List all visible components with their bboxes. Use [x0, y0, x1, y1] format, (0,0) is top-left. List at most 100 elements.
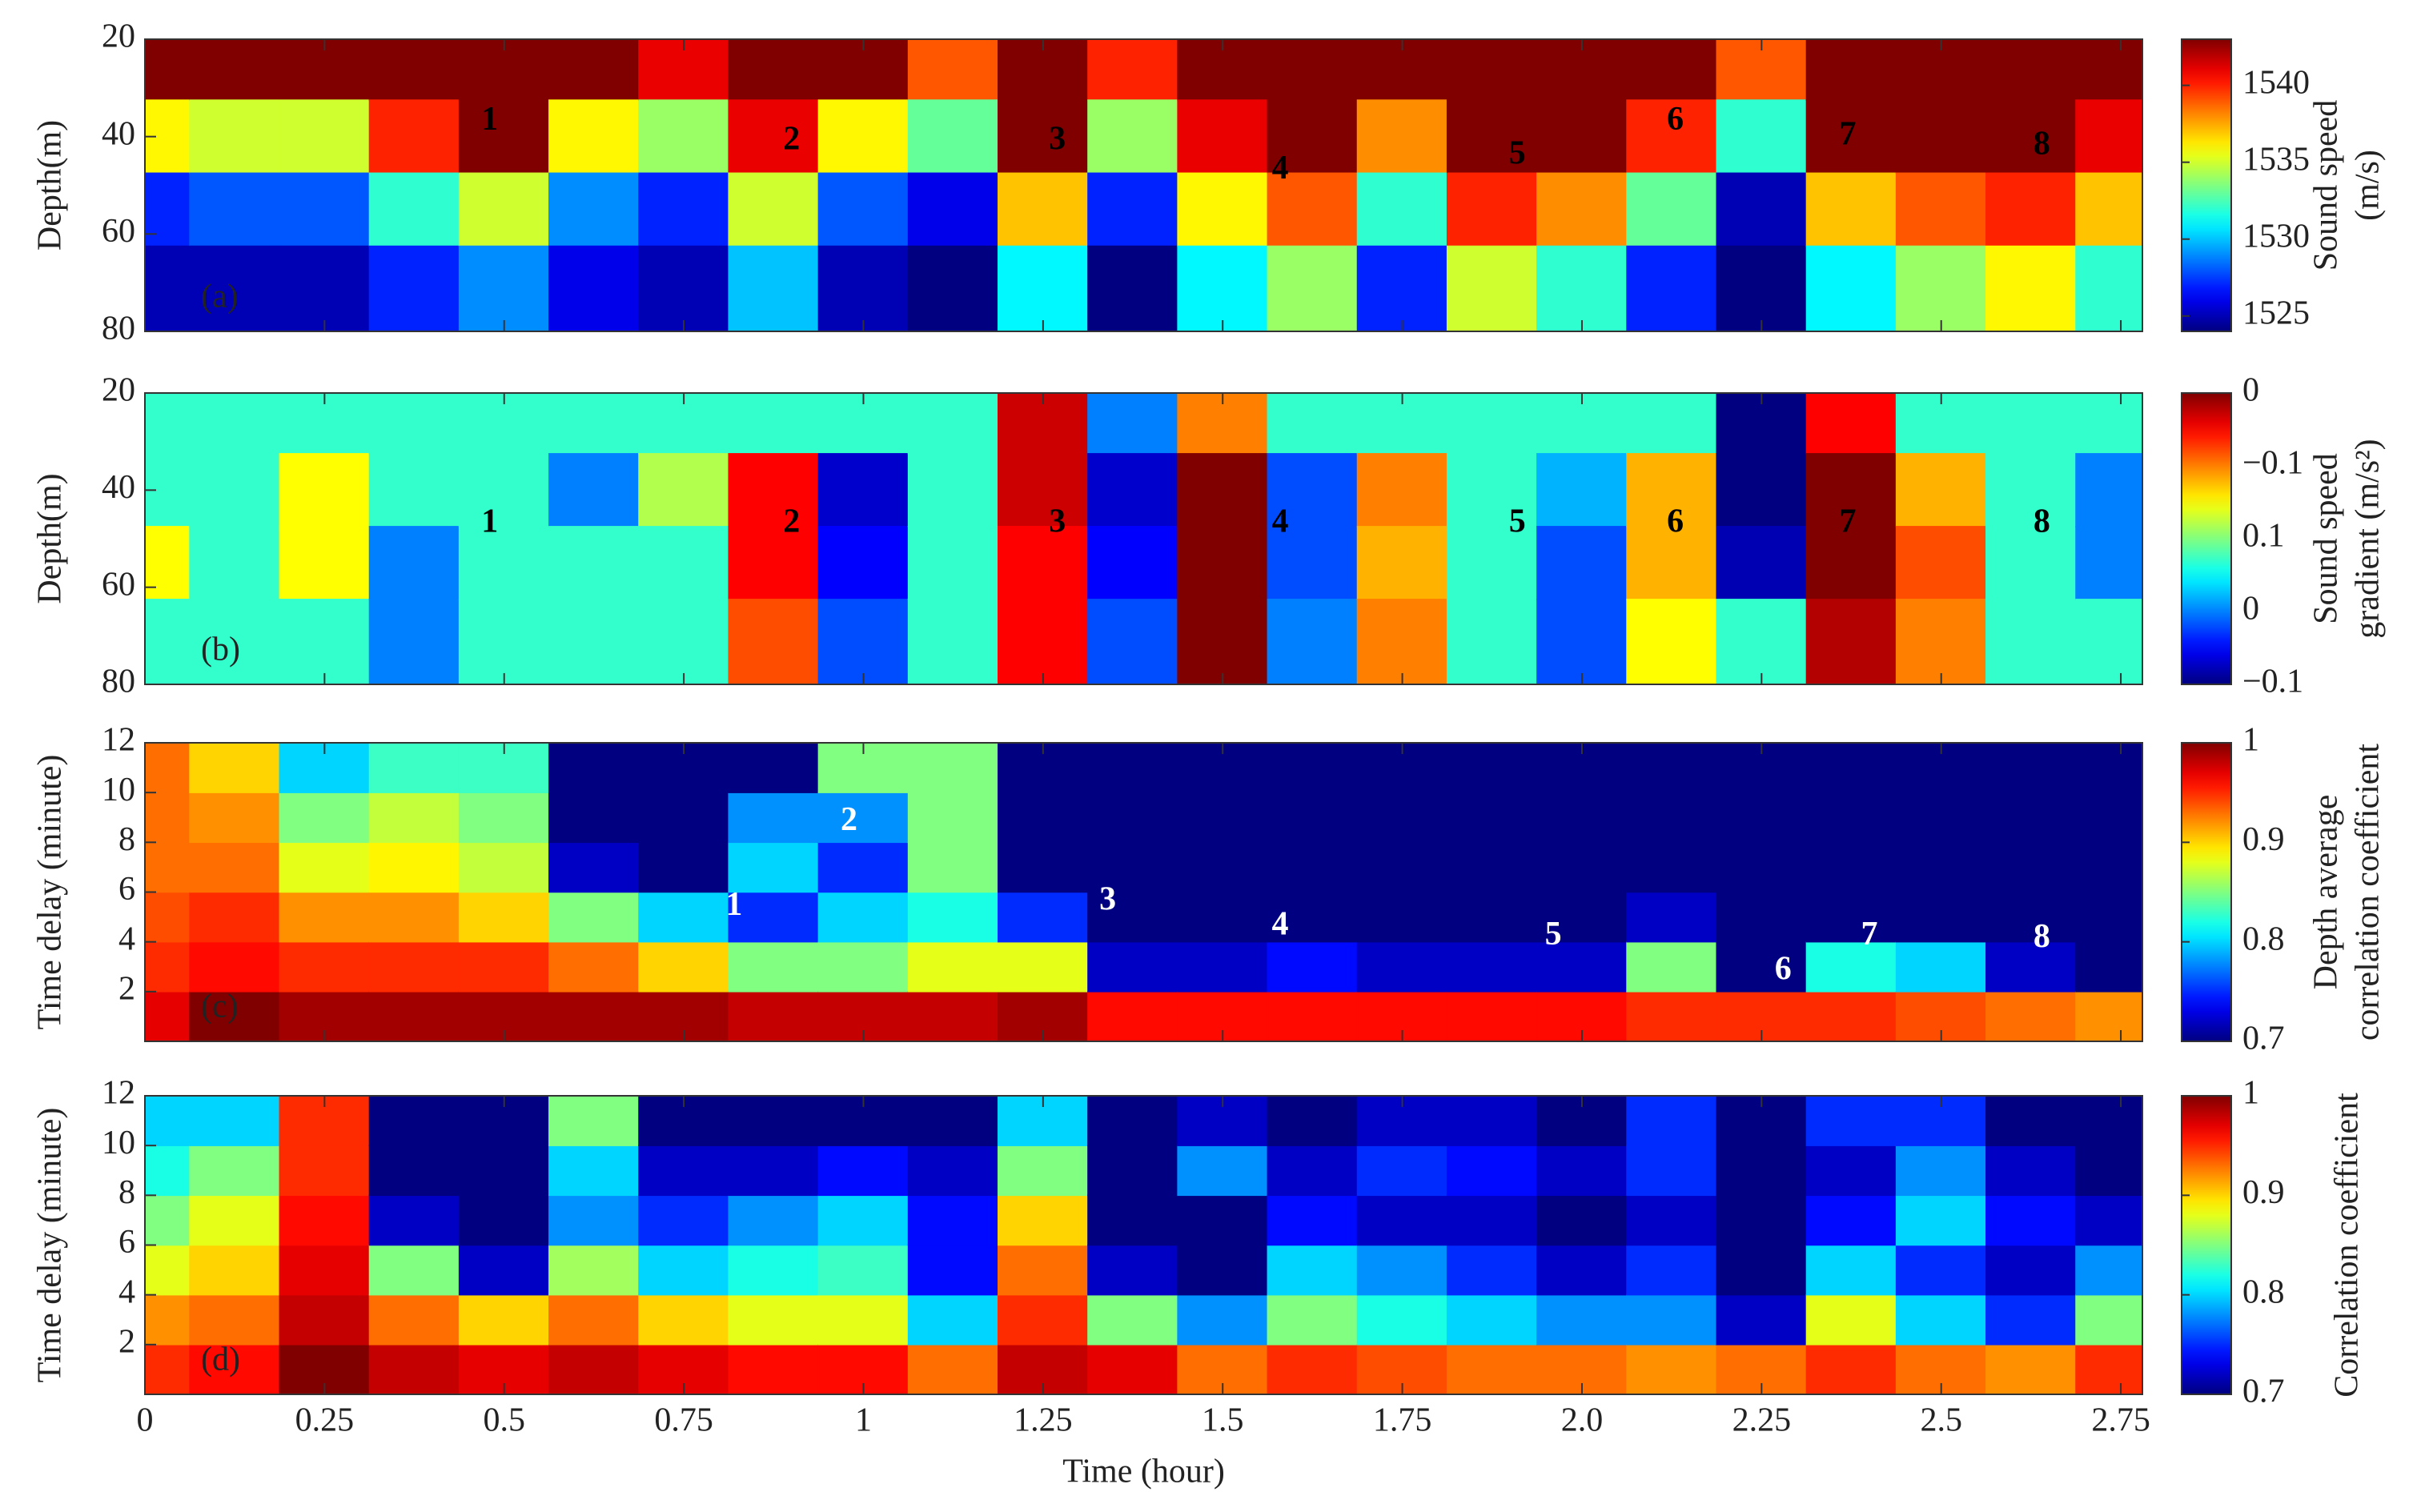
colorbar-label: gradient (m/s²): [2350, 439, 2387, 638]
annotation: 4: [1272, 150, 1289, 186]
annotation: 1: [481, 101, 498, 138]
contour-cell: [1985, 1344, 2077, 1395]
contour-cell: [1536, 172, 1628, 247]
contour-cell: [728, 991, 820, 1042]
contour-cell: [1626, 99, 1717, 174]
contour-cell: [728, 1194, 820, 1246]
contour-cell: [548, 991, 640, 1042]
colorbar: [2181, 1095, 2232, 1395]
contour-cell: [1446, 1095, 1538, 1146]
x-tick-label: 1: [855, 1402, 872, 1439]
annotation: 5: [1509, 503, 1526, 539]
x-tick-label: 1.25: [1014, 1402, 1073, 1439]
contour-cell: [144, 1095, 191, 1146]
contour-cell: [817, 599, 909, 685]
contour-cell: [2075, 526, 2143, 600]
contour-cell: [279, 891, 371, 943]
contour-cell: [548, 392, 640, 455]
contour-cell: [279, 792, 371, 844]
contour-cell: [1895, 172, 1987, 247]
colorbar-tick-label: −0.1: [2242, 664, 2303, 700]
contour-cell: [1446, 38, 1538, 101]
contour-cell: [1716, 526, 1808, 600]
contour-cell: [458, 891, 550, 943]
contour-cell: [368, 453, 460, 527]
contour-cell: [368, 599, 460, 685]
contour-cell: [368, 526, 460, 600]
colorbar: [2181, 392, 2232, 685]
annotation: 7: [1840, 115, 1857, 152]
contour-cell: [189, 792, 281, 844]
contour-cell: [728, 1095, 820, 1146]
contour-cell: [907, 1145, 999, 1197]
y-axis-label: Time delay (minute): [32, 1108, 69, 1383]
contour-cell: [2075, 38, 2143, 101]
contour-cell: [1356, 1194, 1448, 1246]
contour-cell: [1446, 172, 1538, 247]
panel-label: (c): [201, 989, 239, 1025]
contour-cell: [1626, 742, 1717, 793]
colorbar-tick-label: 1530: [2242, 218, 2310, 255]
y-tick-label: 6: [118, 871, 135, 908]
contour-cell: [1267, 1344, 1359, 1395]
contour-cell: [1985, 172, 2077, 247]
contour-cell: [1356, 172, 1448, 247]
colorbar-label: correlation coefficient: [2350, 744, 2387, 1041]
contour-cell: [2075, 392, 2143, 455]
annotation: 3: [1049, 120, 1066, 157]
contour-cell: [907, 172, 999, 247]
contour-cell: [1805, 891, 1897, 943]
contour-cell: [1267, 245, 1359, 332]
contour-cell: [1895, 891, 1987, 943]
contour-cell: [1087, 38, 1178, 101]
y-tick-label: 80: [102, 664, 135, 700]
contour-cell: [728, 172, 820, 247]
contour-cell: [817, 891, 909, 943]
contour-cell: [998, 172, 1089, 247]
contour-cell: [368, 245, 460, 332]
contour-cell: [144, 891, 191, 943]
contour-cell: [368, 1344, 460, 1395]
contour-cell: [1626, 38, 1717, 101]
contour-cell: [144, 1145, 191, 1197]
contour-cell: [368, 38, 460, 101]
contour-cell: [998, 99, 1089, 174]
annotation: 3: [1099, 881, 1116, 918]
contour-cell: [1177, 891, 1269, 943]
contour-cell: [1536, 841, 1628, 893]
contour-cell: [1356, 453, 1448, 527]
contour-cell: [1895, 1145, 1987, 1197]
contour-cell: [144, 1194, 191, 1246]
contour-cell: [1895, 453, 1987, 527]
contour-cell: [279, 245, 371, 332]
contour-cell: [1356, 99, 1448, 174]
annotation: 1: [481, 503, 498, 539]
contour-cell: [368, 1194, 460, 1246]
contour-cell: [638, 792, 729, 844]
contour-cell: [189, 392, 281, 455]
colorbar-tick-label: 1: [2242, 1075, 2259, 1112]
contour-cell: [1087, 245, 1178, 332]
contour-cell: [1087, 1145, 1178, 1197]
contour-cell: [907, 526, 999, 600]
y-tick-label: 8: [118, 1174, 135, 1211]
contour-cell: [1626, 891, 1717, 943]
colorbar-tick-label: 0.8: [2242, 1273, 2285, 1310]
contour-cell: [458, 1293, 550, 1346]
annotation: 2: [783, 503, 800, 539]
contour-cell: [998, 1194, 1089, 1246]
contour-cell: [279, 1194, 371, 1246]
contour-cell: [189, 1145, 281, 1197]
contour-cell: [1716, 792, 1808, 844]
contour-cell: [368, 991, 460, 1042]
contour-cell: [1177, 1145, 1269, 1197]
contour-cell: [2075, 1145, 2143, 1197]
contour-cell: [638, 453, 729, 527]
contour-cell: [1087, 1095, 1178, 1146]
colorbar-tick-label: 0.9: [2242, 1174, 2285, 1211]
contour-cell: [1626, 1244, 1717, 1296]
contour-cell: [638, 172, 729, 247]
plot-frame: [144, 392, 2143, 685]
contour-cell: [548, 891, 640, 943]
contour-cell: [1536, 891, 1628, 943]
